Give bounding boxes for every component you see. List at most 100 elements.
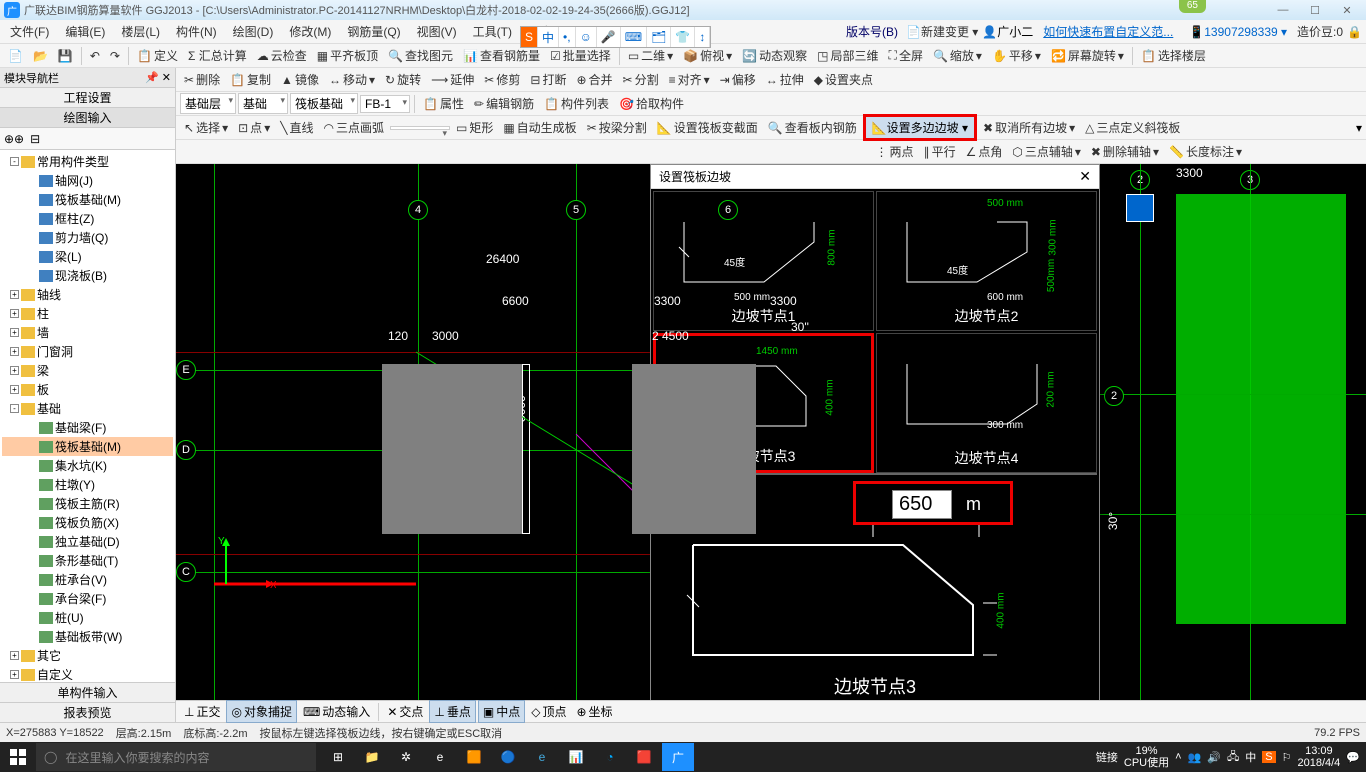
coord-button[interactable]: ⊕坐标: [572, 701, 616, 722]
redo-icon[interactable]: ↷: [106, 47, 124, 65]
tab-project-settings[interactable]: 工程设置: [0, 88, 175, 108]
version-button[interactable]: 版本号(B): [842, 23, 902, 40]
osnap-button[interactable]: ◎对象捕捉: [226, 700, 297, 723]
point-angle-button[interactable]: ∠点角: [962, 141, 1007, 162]
menu-draw[interactable]: 绘图(D): [227, 21, 280, 42]
ime-punct-icon[interactable]: •,: [559, 27, 576, 47]
local-3d-button[interactable]: ◳局部三维: [813, 45, 882, 66]
tray-sogou-icon[interactable]: S: [1262, 751, 1275, 763]
tree-node[interactable]: 桩(U): [2, 608, 173, 627]
menu-tools[interactable]: 工具(T): [467, 21, 518, 42]
clock[interactable]: 13:092018/4/4: [1297, 745, 1340, 769]
notification-icon[interactable]: 💬: [1346, 751, 1360, 764]
delete-aux-button[interactable]: ✖删除辅轴 ▾: [1087, 141, 1163, 162]
menu-file[interactable]: 文件(F): [4, 21, 55, 42]
tray-ime[interactable]: 中: [1245, 749, 1256, 765]
delete-button[interactable]: ✂删除: [180, 69, 224, 90]
tree-node[interactable]: 现浇板(B): [2, 266, 173, 285]
offset-button[interactable]: ⇥偏移: [716, 69, 760, 90]
three-point-slope-button[interactable]: △三点定义斜筏板: [1081, 117, 1184, 138]
tree-node[interactable]: +门窗洞: [2, 342, 173, 361]
tray-link[interactable]: 链接: [1096, 749, 1118, 765]
zoom-button[interactable]: 🔍缩放 ▾: [929, 45, 986, 66]
rect-button[interactable]: ▭矩形: [452, 117, 497, 138]
rotate-screen-button[interactable]: 🔁屏幕旋转 ▾: [1047, 45, 1128, 66]
edit-rebar-button[interactable]: ✏编辑钢筋: [470, 93, 538, 114]
app6-icon[interactable]: 广: [662, 743, 694, 771]
auto-slab-button[interactable]: ▦自动生成板: [499, 117, 580, 138]
tree-node[interactable]: 梁(L): [2, 247, 173, 266]
tree-node[interactable]: 基础板带(W): [2, 627, 173, 646]
ime-cn[interactable]: 中: [538, 27, 559, 47]
slope-width-input[interactable]: [892, 490, 952, 519]
tree-node[interactable]: +板: [2, 380, 173, 399]
set-slope-button[interactable]: 📐设置多边边坡 ▾: [863, 114, 977, 141]
define-button[interactable]: 📋定义: [133, 45, 182, 66]
dyn-input-button[interactable]: ⌨动态输入: [299, 701, 374, 722]
tree-node[interactable]: 基础梁(F): [2, 418, 173, 437]
view-slab-rebar-button[interactable]: 🔍查看板内钢筋: [764, 117, 861, 138]
tree-node[interactable]: 桩承台(V): [2, 570, 173, 589]
move-button[interactable]: ↔移动 ▾: [325, 69, 379, 90]
toolbar-overflow-icon[interactable]: ▾: [1356, 121, 1362, 135]
menu-modify[interactable]: 修改(M): [283, 21, 337, 42]
collapse-all-icon[interactable]: ⊟: [30, 132, 40, 146]
code-dropdown[interactable]: FB-1: [360, 95, 410, 113]
pin-icon[interactable]: 📌 ✕: [145, 71, 171, 84]
menu-view[interactable]: 视图(V): [411, 21, 463, 42]
ime-voice-icon[interactable]: 🎤: [597, 27, 621, 47]
expand-all-icon[interactable]: ⊕⊕: [4, 132, 24, 146]
tree-node[interactable]: 条形基础(T): [2, 551, 173, 570]
tree-node[interactable]: 筏板主筋(R): [2, 494, 173, 513]
app5-icon[interactable]: 🟥: [628, 743, 660, 771]
tree-node[interactable]: 独立基础(D): [2, 532, 173, 551]
ime-emoji-icon[interactable]: ☺: [576, 27, 597, 47]
open-file-icon[interactable]: 📂: [29, 47, 52, 65]
slope-node-4[interactable]: 300 mm 200 mm 边坡节点4: [876, 333, 1097, 473]
tree-node[interactable]: 剪力墙(Q): [2, 228, 173, 247]
floor-dropdown[interactable]: 基础层: [180, 93, 236, 114]
dimension-button[interactable]: 📏长度标注 ▾: [1165, 141, 1246, 162]
menu-rebar[interactable]: 钢筋量(Q): [341, 21, 406, 42]
app3-icon[interactable]: 📊: [560, 743, 592, 771]
split-button[interactable]: ✂分割: [619, 69, 663, 90]
minimize-button[interactable]: —: [1268, 1, 1298, 19]
sum-button[interactable]: Σ 汇总计算: [184, 45, 251, 66]
taskbar-search[interactable]: ◯ 在这里输入你要搜索的内容: [36, 743, 316, 771]
trim-button[interactable]: ✂修剪: [480, 69, 524, 90]
report-preview-button[interactable]: 报表预览: [0, 702, 175, 722]
2d-button[interactable]: ▭二维 ▾: [624, 45, 677, 66]
tree-node[interactable]: 框柱(Z): [2, 209, 173, 228]
fullscreen-button[interactable]: ⛶全屏: [885, 45, 927, 66]
save-icon[interactable]: 💾: [54, 47, 77, 65]
break-button[interactable]: ⊟打断: [526, 69, 570, 90]
close-button[interactable]: ✕: [1332, 1, 1362, 19]
pick-component-button[interactable]: 🎯拾取构件: [615, 93, 688, 114]
grip-button[interactable]: ◆设置夹点: [810, 69, 877, 90]
tree-node[interactable]: +墙: [2, 323, 173, 342]
tree-node[interactable]: 承台梁(F): [2, 589, 173, 608]
level-top-button[interactable]: ▦平齐板顶: [313, 45, 382, 66]
pan-button[interactable]: ✋平移 ▾: [988, 45, 1045, 66]
maximize-button[interactable]: ☐: [1300, 1, 1330, 19]
tray-network-icon[interactable]: 🖧: [1227, 748, 1239, 767]
tree-node[interactable]: +自定义: [2, 665, 173, 682]
orbit-button[interactable]: 🔄动态观察: [738, 45, 811, 66]
folder-icon[interactable]: 📁: [356, 743, 388, 771]
dialog-close-button[interactable]: ✕: [1079, 168, 1091, 185]
view-rebar-button[interactable]: 📊查看钢筋量: [459, 45, 544, 66]
vertex-button[interactable]: ◇顶点: [527, 701, 570, 722]
tray-volume-icon[interactable]: 🔊: [1207, 751, 1221, 764]
tree-node[interactable]: -基础: [2, 399, 173, 418]
help-link[interactable]: 如何快速布置自定义范...: [1037, 23, 1179, 40]
midpoint-button[interactable]: ▣中点: [478, 700, 525, 723]
parallel-button[interactable]: ∥平行: [920, 141, 960, 162]
tree-node[interactable]: -常用构件类型: [2, 152, 173, 171]
slope-node-1[interactable]: 45度 500 mm 800 mm 边坡节点1: [653, 191, 874, 331]
merge-button[interactable]: ⊕合并: [572, 69, 616, 90]
ime-expand-icon[interactable]: ↕: [695, 27, 710, 47]
task-view-icon[interactable]: ⊞: [322, 743, 354, 771]
undo-icon[interactable]: ↶: [86, 47, 104, 65]
foundation-block[interactable]: [632, 364, 756, 534]
cloud-check-button[interactable]: ☁云检查: [253, 45, 311, 66]
